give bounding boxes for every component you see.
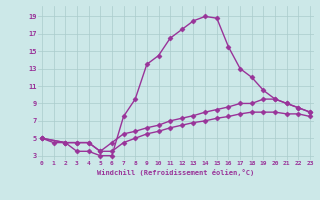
X-axis label: Windchill (Refroidissement éolien,°C): Windchill (Refroidissement éolien,°C) bbox=[97, 169, 255, 176]
